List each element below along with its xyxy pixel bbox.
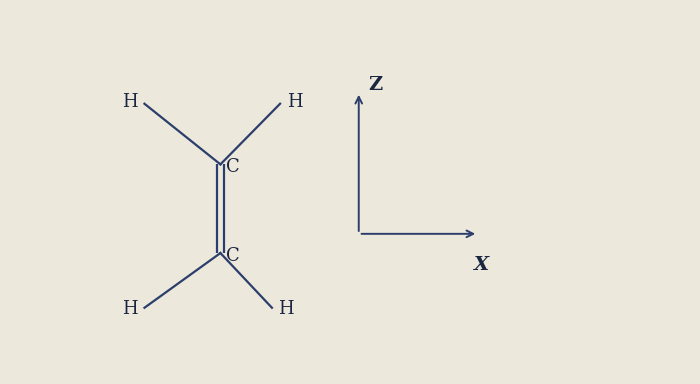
- Text: Z: Z: [368, 76, 383, 94]
- Text: C: C: [226, 247, 239, 265]
- Text: C: C: [226, 158, 239, 176]
- Text: H: H: [279, 300, 294, 318]
- Text: X: X: [473, 256, 489, 274]
- Text: H: H: [286, 93, 302, 111]
- Text: H: H: [122, 93, 138, 111]
- Text: H: H: [122, 300, 138, 318]
